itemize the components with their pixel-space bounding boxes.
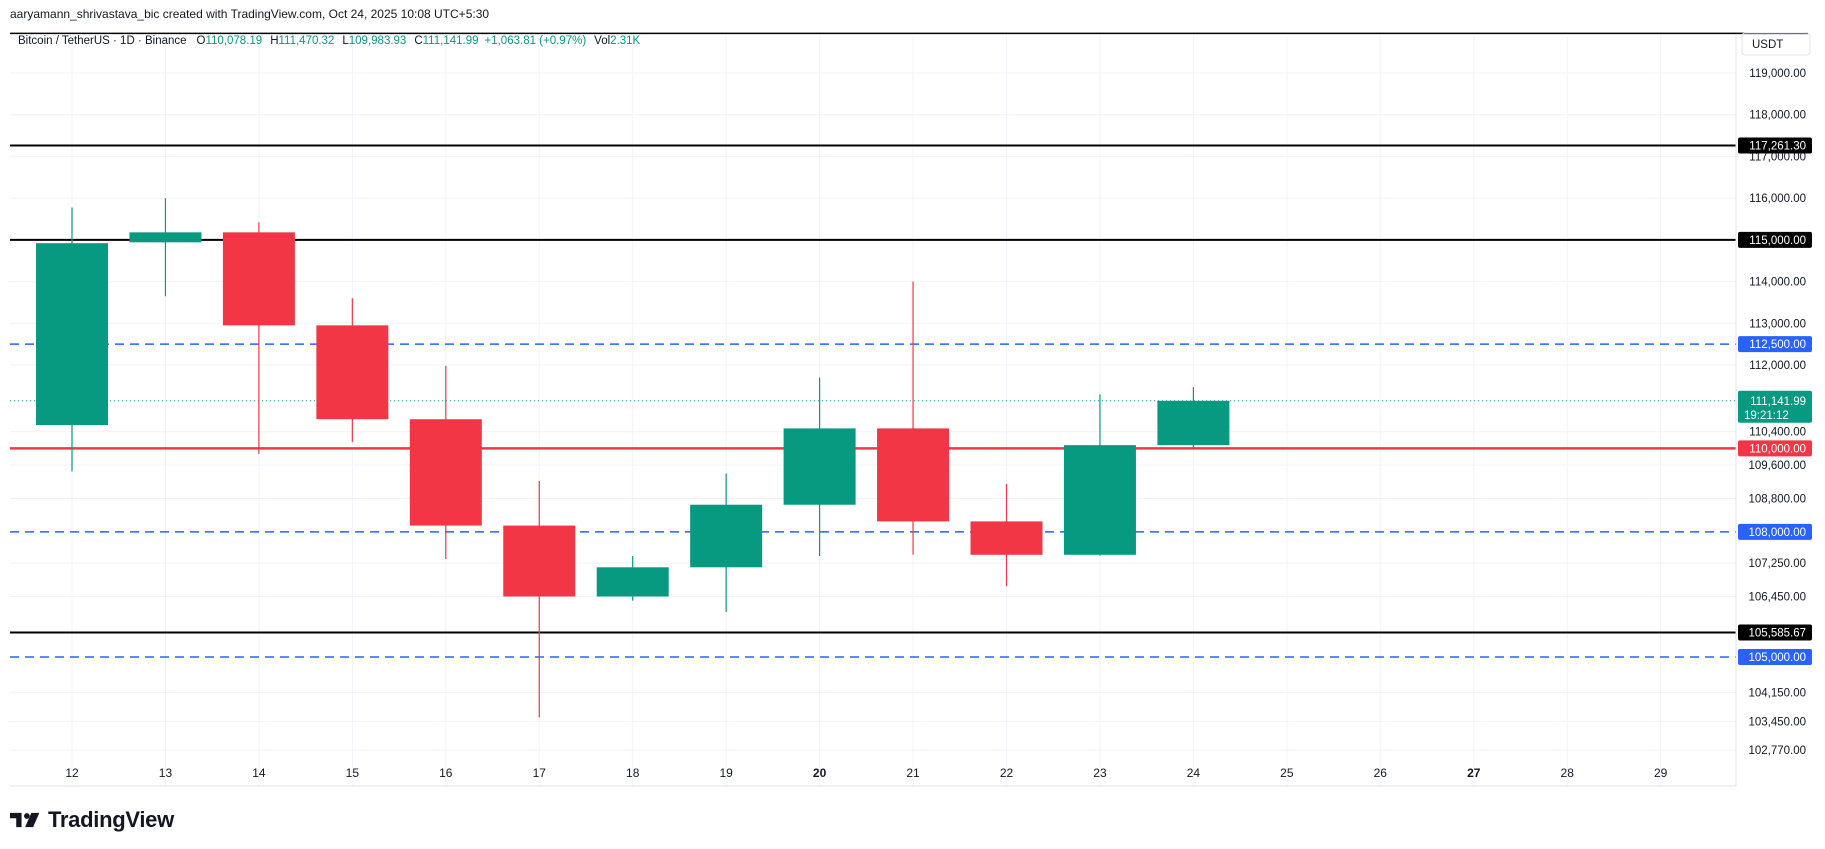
- candle-body: [222, 232, 295, 326]
- time-axis: 12 13 14 15 16 17 18 19 20 21 22 23 24 25 26 27 28 29: [65, 766, 1667, 780]
- time-tick-label: 18: [626, 766, 640, 780]
- price-tick-label: 116,000.00: [1749, 193, 1806, 205]
- last-price-tag: [1738, 390, 1812, 423]
- candle-body: [690, 504, 763, 568]
- level-price-tag: [1738, 440, 1812, 457]
- level-price-label: 110,000.00: [1749, 443, 1806, 455]
- time-tick-label: 28: [1561, 766, 1575, 780]
- candle-body: [36, 243, 108, 426]
- price-tick-label: 107,250.00: [1748, 558, 1806, 570]
- open-label: O: [196, 35, 206, 47]
- level-price-tag: [1738, 231, 1812, 248]
- change-value: +1,063.81 (+0.97%): [484, 35, 587, 47]
- time-tick-label: 20: [813, 766, 827, 780]
- tradingview-logo-icon: [10, 812, 40, 828]
- price-tick-label: 117,000.00: [1749, 151, 1806, 163]
- chart-frame: [10, 32, 1808, 787]
- countdown-label: 19:21:12: [1744, 410, 1789, 422]
- time-tick-label: 25: [1280, 766, 1294, 780]
- high-label: H: [270, 35, 279, 47]
- candle-body: [1063, 445, 1136, 555]
- high-value: 111,470.32: [278, 35, 335, 47]
- price-tick-label: 109,600.00: [1748, 460, 1806, 472]
- candle-body: [316, 325, 389, 420]
- time-tick-label: 23: [1093, 766, 1107, 780]
- time-tick-label: 22: [1000, 766, 1014, 780]
- time-tick-label: 21: [906, 766, 920, 780]
- candle-body: [970, 521, 1043, 555]
- candle-body: [1157, 400, 1230, 446]
- time-tick-label: 17: [533, 766, 547, 780]
- time-tick-label: 12: [65, 766, 79, 780]
- price-levels: [10, 144, 1736, 658]
- symbol-title[interactable]: Bitcoin / TetherUS · 1D · Binance: [18, 35, 187, 47]
- level-price-label: 112,500.00: [1749, 339, 1806, 351]
- price-labels: 117,261.30 115,000.00 112,500.00 110,000.00…: [1738, 137, 1812, 665]
- time-tick-label: 14: [252, 766, 266, 780]
- candle-body: [129, 232, 202, 243]
- low-label: L: [342, 35, 349, 47]
- candles: [36, 198, 1230, 718]
- time-tick-label: 24: [1187, 766, 1201, 780]
- time-tick-label: 13: [159, 766, 173, 780]
- candle-body: [596, 567, 669, 597]
- price-tick-label: 108,800.00: [1748, 493, 1806, 505]
- close-label: C: [414, 35, 423, 47]
- price-tick-label: 106,450.00: [1748, 591, 1806, 603]
- level-price-tag: [1738, 523, 1812, 540]
- brand-name: TradingView: [48, 807, 174, 832]
- candlestick-chart[interactable]: 12 13 14 15 16 17 18 19 20 21 22 23 24 25 26 27 28 29 USD…: [0, 0, 1825, 800]
- tradingview-brand[interactable]: TradingView: [10, 807, 174, 833]
- time-tick-label: 26: [1374, 766, 1388, 780]
- time-tick-label: 16: [439, 766, 453, 780]
- close-value: 111,141.99: [422, 35, 479, 47]
- price-tick-label: 104,150.00: [1748, 687, 1806, 699]
- level-price-label: 108,000.00: [1748, 527, 1806, 539]
- candle-body: [409, 419, 482, 526]
- candle-body: [877, 428, 950, 522]
- currency-button: [1741, 32, 1811, 56]
- open-value: 110,078.19: [205, 35, 263, 47]
- volume-value: 2.31K: [610, 35, 641, 47]
- price-tick-label: 103,450.00: [1748, 717, 1806, 729]
- last-price-label: 111,141.99: [1750, 396, 1806, 408]
- price-tick-label: 113,000.00: [1749, 318, 1806, 330]
- time-tick-label: 29: [1654, 766, 1668, 780]
- level-price-label: 115,000.00: [1749, 235, 1806, 247]
- level-price-label: 105,000.00: [1748, 652, 1806, 664]
- level-price-tag: [1738, 336, 1812, 353]
- price-tick-label: 119,000.00: [1749, 68, 1806, 80]
- level-price-tag: [1738, 137, 1812, 154]
- level-price-label: 117,261.30: [1749, 141, 1806, 153]
- price-tick-label: 112,000.00: [1749, 360, 1806, 372]
- ohlc-legend: Bitcoin / TetherUS · 1D · Binance O110,07…: [18, 35, 640, 47]
- price-tick-label: 118,000.00: [1749, 110, 1806, 122]
- time-tick-label: 27: [1467, 766, 1481, 780]
- volume-label: Vol: [594, 35, 611, 47]
- level-price-tag: [1738, 624, 1812, 641]
- candle-body: [783, 428, 856, 505]
- price-tick-label: 110,400.00: [1749, 427, 1806, 439]
- price-tick-label: 102,770.00: [1748, 745, 1806, 757]
- level-price-tag: [1738, 648, 1812, 665]
- candle-body: [503, 525, 576, 597]
- price-tick-label: 114,000.00: [1749, 277, 1806, 289]
- time-tick-label: 19: [719, 766, 733, 780]
- time-tick-label: 15: [346, 766, 360, 780]
- level-price-label: 105,585.67: [1748, 628, 1806, 640]
- chart-grid: [10, 36, 1736, 786]
- chart-caption: aaryamann_shrivastava_bic created with T…: [10, 7, 490, 21]
- currency-label: USDT: [1752, 39, 1783, 51]
- price-axis: USDT 119,000.00 118,000.00 117,000.00 116,00…: [1741, 32, 1811, 757]
- low-value: 109,983.93: [348, 35, 407, 47]
